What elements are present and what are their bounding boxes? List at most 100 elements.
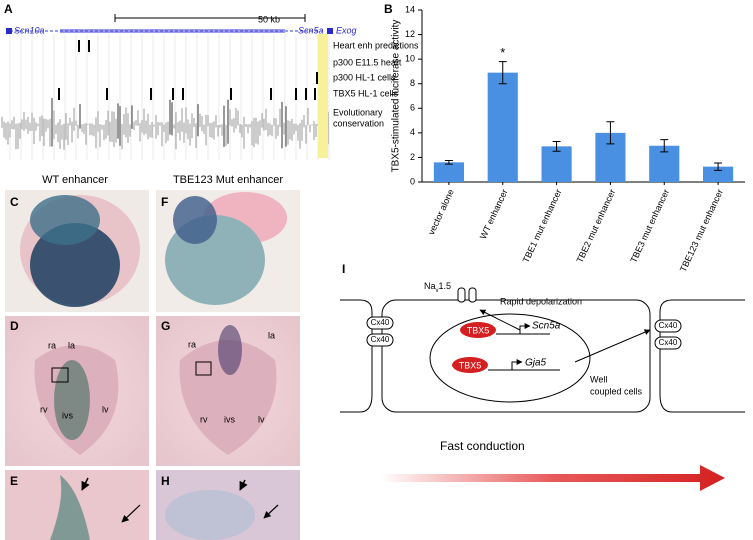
x-tick-label: WT enhancer: [478, 188, 510, 241]
y-tick-label: 12: [405, 29, 415, 39]
gene-label: Scn10a: [14, 25, 45, 35]
y-tick-label: 6: [410, 103, 415, 113]
channel-rest: 1.5: [439, 281, 452, 291]
error-bar: [606, 121, 615, 145]
track-label: p300 E11.5 heart: [333, 57, 402, 67]
region-label: rv: [200, 414, 208, 424]
track-peak: [88, 40, 90, 52]
highlight: [318, 34, 328, 158]
region-label: ivs: [224, 414, 235, 424]
y-tick-label: 0: [410, 176, 415, 186]
error-bar: [714, 162, 723, 171]
track-label: Evolutionary: [333, 107, 383, 117]
panel-label: D: [10, 319, 19, 333]
nucleus: [429, 313, 591, 403]
connexin: Cx40: [659, 321, 678, 330]
panel-a: A 50 kb Scn10a Scn5a Exog Heart enh pred…: [1, 2, 419, 160]
x-tick-label: vector alone: [426, 188, 456, 237]
error-bar: [660, 139, 669, 153]
channel-sub: v: [436, 288, 439, 294]
panel-label: B: [384, 2, 393, 16]
y-tick-label: 8: [410, 78, 415, 88]
track-label: Heart enh predictions: [333, 40, 419, 50]
factor-blob: [452, 357, 488, 373]
track-peak: [305, 88, 307, 100]
y-axis-title: TBX5-stimulated luciferase activity: [391, 20, 402, 173]
region-label: rv: [40, 404, 48, 414]
annotation: coupled cells: [590, 386, 643, 396]
region-label: lv: [102, 404, 109, 414]
region-label: la: [268, 330, 275, 340]
connexin: Cx40: [371, 335, 390, 344]
track-peak: [314, 88, 316, 100]
track-peak: [230, 88, 232, 100]
x-tick-label: TBE1 mut enhancer: [521, 188, 564, 265]
bar: [487, 72, 518, 182]
track-peak: [316, 72, 318, 84]
panel-i: I Nav1.5 Rapid depolarization TBX5 Scn5a…: [340, 262, 745, 491]
factor-blob: [460, 322, 496, 338]
y-tick-label: 2: [410, 152, 415, 162]
track-peak: [58, 88, 60, 100]
x-tick-label: TBE3 mut enhancer: [628, 188, 671, 265]
panel-label: I: [342, 262, 345, 276]
cell-right: [659, 299, 745, 413]
factor-label: TBX5: [467, 325, 490, 335]
connexin: Cx40: [659, 338, 678, 347]
y-tick-label: 10: [405, 54, 415, 64]
y-tick-label: 14: [405, 4, 415, 14]
annotation: Fast conduction: [440, 439, 525, 453]
x-tick-label: TBE123 mut enhancer: [678, 188, 725, 274]
region-label: ra: [188, 339, 196, 349]
panel-label: C: [10, 195, 19, 209]
column-title: WT enhancer: [42, 174, 108, 186]
track-label: p300 HL-1 cells: [333, 72, 396, 82]
error-bar: [444, 160, 453, 165]
panels-histology: WT enhancer TBE123 Mut enhancer C F D ra…: [5, 174, 300, 540]
bar: [703, 166, 734, 182]
track-peak: [78, 40, 80, 52]
region-label: la: [68, 340, 75, 350]
track-peak: [172, 88, 174, 100]
annotation: Well: [590, 374, 607, 384]
track-grid: [1, 34, 330, 160]
gene-label: Scn5a: [298, 25, 324, 35]
bar: [433, 162, 464, 182]
track-peak: [295, 88, 297, 100]
connexin: Cx40: [371, 318, 390, 327]
region-label: ra: [48, 340, 56, 350]
x-tick-label: TBE2 mut enhancer: [574, 188, 617, 265]
region-label: lv: [258, 414, 265, 424]
error-bar: [552, 140, 561, 152]
panel-label: H: [161, 474, 170, 488]
significance: *: [500, 45, 505, 60]
error-bar: [498, 61, 507, 85]
panel-label: E: [10, 474, 18, 488]
panel-label: A: [4, 2, 13, 16]
annotation: Rapid depolarization: [500, 296, 582, 306]
factor-label: TBX5: [459, 360, 482, 370]
track-label: TBX5 HL-1 cells: [333, 88, 399, 98]
track-label: conservation: [333, 118, 384, 128]
column-title: TBE123 Mut enhancer: [173, 174, 283, 186]
track-peak: [182, 88, 184, 100]
y-tick-label: 4: [410, 127, 415, 137]
gene-label: Gja5: [525, 358, 547, 369]
gene-label: Exog: [336, 25, 357, 35]
conduction-arrow: [380, 465, 725, 491]
channel-label: Nav1.5: [424, 281, 451, 293]
channel-base: Na: [424, 281, 436, 291]
track-peak: [150, 88, 152, 100]
region-label: ivs: [62, 410, 73, 420]
gene-label: Scn5a: [532, 321, 561, 332]
scale-label: 50 kb: [258, 14, 280, 24]
panel-b: B TBX5-stimulated luciferase activity 0 2 4…: [384, 2, 745, 273]
panel-label: F: [161, 195, 168, 209]
track-peak: [106, 88, 108, 100]
channel-icon: [457, 287, 466, 303]
cell-center: [381, 299, 651, 413]
cell-left: [340, 299, 373, 413]
bar: [541, 146, 572, 182]
track-peak: [270, 88, 272, 100]
